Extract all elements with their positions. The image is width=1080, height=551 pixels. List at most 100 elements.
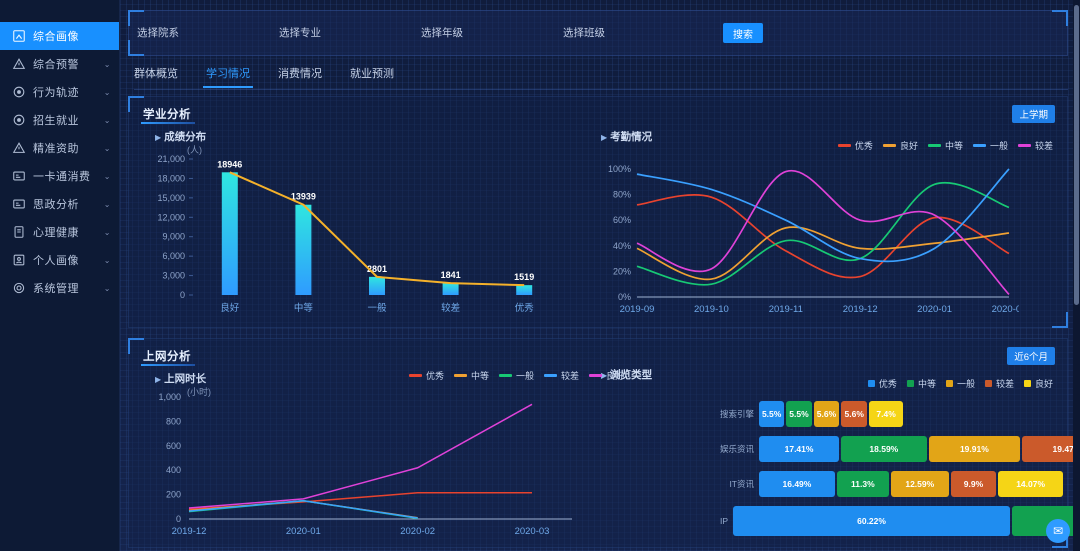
page-scrollbar[interactable] <box>1073 0 1080 551</box>
legend-item[interactable]: 优秀 <box>409 369 444 382</box>
period-badge[interactable]: 近6个月 <box>1007 347 1055 365</box>
card-icon <box>12 197 26 211</box>
filter-select-major[interactable]: 选择专业 <box>279 22 419 44</box>
legend-swatch-icon <box>984 380 992 387</box>
sidebar-item-4[interactable]: 精准资助 ⌄ <box>0 134 119 162</box>
svg-text:2020-01: 2020-01 <box>917 304 952 315</box>
browse-type-row: 搜索引擎 5.5% 5.5% 5.6% 5.6% 7.4% <box>720 396 1080 431</box>
search-button[interactable]: 搜索 <box>723 23 763 43</box>
filter-select-value: 选择班级 <box>563 27 605 39</box>
subtitle-grade-distribution: ▶ 成绩分布 <box>155 131 207 143</box>
sidebar-item-5[interactable]: 一卡通消费 ⌄ <box>0 162 119 190</box>
svg-text:较差: 较差 <box>441 302 460 314</box>
legend-swatch-icon <box>1017 144 1031 147</box>
legend-item[interactable]: 良好 <box>1023 377 1053 390</box>
sidebar-item-label: 精准资助 <box>33 143 79 155</box>
legend-label: 较差 <box>561 371 580 381</box>
legend-swatch-icon <box>1023 380 1031 387</box>
browse-type-bar-segment: 7.4% <box>869 400 904 427</box>
person-icon <box>12 253 26 267</box>
semester-badge[interactable]: 上学期 <box>1012 105 1055 123</box>
svg-text:2020-01: 2020-01 <box>286 526 321 537</box>
svg-text:15,000: 15,000 <box>157 193 185 203</box>
legend-item[interactable]: 中等 <box>927 139 963 152</box>
svg-text:18,000: 18,000 <box>157 173 185 183</box>
scrollbar-thumb[interactable] <box>1074 5 1079 305</box>
chat-icon[interactable]: ✉ <box>1046 519 1070 543</box>
legend-item[interactable]: 优秀 <box>867 377 897 390</box>
browse-type-bar-segment: 17.41% <box>759 435 840 462</box>
legend-item[interactable]: 较差 <box>544 369 579 382</box>
legend-item[interactable]: 一般 <box>945 377 975 390</box>
svg-text:400: 400 <box>166 465 181 475</box>
panel-title: 学业分析 <box>143 109 191 121</box>
tab-underline <box>134 89 1068 90</box>
portrait-icon <box>12 29 26 43</box>
svg-text:中等: 中等 <box>294 302 314 314</box>
svg-text:2019-09: 2019-09 <box>620 304 655 315</box>
browse-type-category-label: 娱乐资讯 <box>720 443 755 454</box>
sidebar-item-8[interactable]: 个人画像 ⌄ <box>0 246 119 274</box>
sidebar-item-9[interactable]: 系统管理 ⌄ <box>0 274 119 302</box>
panel-title-underline <box>141 364 195 366</box>
svg-text:600: 600 <box>166 441 181 451</box>
filter-bar: 选择院系 选择专业 选择年级 选择班级 搜索 <box>128 10 1068 56</box>
sidebar-item-0[interactable]: 综合画像 <box>0 22 119 50</box>
svg-text:良好: 良好 <box>220 302 240 314</box>
chevron-down-icon: ⌄ <box>103 59 111 69</box>
sidebar-menu: 综合画像 综合预警 ⌄ 行为轨迹 ⌄ 招生就业 ⌄ 精准资助 ⌄ 一卡通消费 ⌄ 思政分析 ⌄ 心理健康 ⌄… <box>0 22 119 302</box>
legend-item[interactable]: 良好 <box>589 369 624 382</box>
svg-text:800: 800 <box>166 416 181 426</box>
legend-item[interactable]: 中等 <box>454 369 489 382</box>
browse-type-row: IT资讯 16.49% 11.3% 12.59% 9.9% 14.07% <box>720 466 1080 501</box>
browse-type-bar-segment: 5.5% <box>786 400 812 427</box>
legend-item[interactable]: 较差 <box>1017 139 1053 152</box>
svg-text:200: 200 <box>166 490 181 500</box>
subtitle-attendance: ▶ 考勤情况 <box>601 131 653 143</box>
tab-3[interactable]: 就业预测 <box>350 67 394 80</box>
filter-select-department[interactable]: 选择院系 <box>137 22 277 44</box>
browse-type-row: 娱乐资讯 17.41%18.59%19.91%19.47%18.3% <box>720 431 1080 466</box>
legend-label: 较差 <box>995 379 1014 389</box>
sidebar-item-label: 综合画像 <box>33 31 79 43</box>
browse-type-bar-group: 17.41%18.59%19.91%19.47%18.3% <box>759 435 1080 462</box>
svg-text:2801: 2801 <box>367 264 387 274</box>
legend-item[interactable]: 一般 <box>499 369 534 382</box>
tab-1[interactable]: 学习情况 <box>203 65 253 88</box>
browse-type-bar-segment: 19.47% <box>1022 435 1080 462</box>
chevron-down-icon: ⌄ <box>103 283 111 293</box>
sidebar-item-2[interactable]: 行为轨迹 ⌄ <box>0 78 119 106</box>
legend-label: 中等 <box>471 371 490 381</box>
sidebar-item-1[interactable]: 综合预警 ⌄ <box>0 50 119 78</box>
browse-type-bar-group: 16.49% 11.3% 12.59% 9.9% 14.07% <box>759 470 1065 497</box>
filter-select-grade[interactable]: 选择年级 <box>421 22 561 44</box>
legend-label: 优秀 <box>426 371 445 381</box>
legend-item[interactable]: 优秀 <box>837 139 873 152</box>
svg-text:13939: 13939 <box>291 192 316 202</box>
sidebar-item-3[interactable]: 招生就业 ⌄ <box>0 106 119 134</box>
sidebar-item-6[interactable]: 思政分析 ⌄ <box>0 190 119 218</box>
sidebar-item-7[interactable]: 心理健康 ⌄ <box>0 218 119 246</box>
legend-swatch-icon <box>409 374 422 377</box>
svg-text:12,000: 12,000 <box>157 212 185 222</box>
tab-0[interactable]: 群体概览 <box>134 67 178 80</box>
svg-text:1,000: 1,000 <box>158 392 181 402</box>
legend-swatch-icon <box>867 380 875 387</box>
svg-text:6,000: 6,000 <box>162 251 185 261</box>
legend-item[interactable]: 较差 <box>984 377 1014 390</box>
unit-grade-distribution: (人) <box>187 145 202 155</box>
panel-academic-analysis: 学业分析 上学期 ▶ 成绩分布 (人) ▶ 考勤情况 0 3,000 6,000 9,00… <box>128 96 1068 328</box>
svg-text:80%: 80% <box>613 190 631 200</box>
browse-type-bar-segment: 14.07% <box>998 470 1063 497</box>
browse-type-bar-segment: 60.22% <box>733 506 1011 536</box>
legend-item[interactable]: 中等 <box>906 377 936 390</box>
browse-type-bar-segment: 5.5% <box>759 400 785 427</box>
legend-item[interactable]: 良好 <box>882 139 918 152</box>
sidebar: 综合画像 综合预警 ⌄ 行为轨迹 ⌄ 招生就业 ⌄ 精准资助 ⌄ 一卡通消费 ⌄ 思政分析 ⌄ 心理健康 ⌄… <box>0 0 120 551</box>
book-icon <box>12 225 26 239</box>
legend-item[interactable]: 一般 <box>972 139 1008 152</box>
filter-select-class[interactable]: 选择班级 <box>563 22 703 44</box>
legend-label: 良好 <box>606 371 625 381</box>
tab-2[interactable]: 消费情况 <box>278 67 322 80</box>
